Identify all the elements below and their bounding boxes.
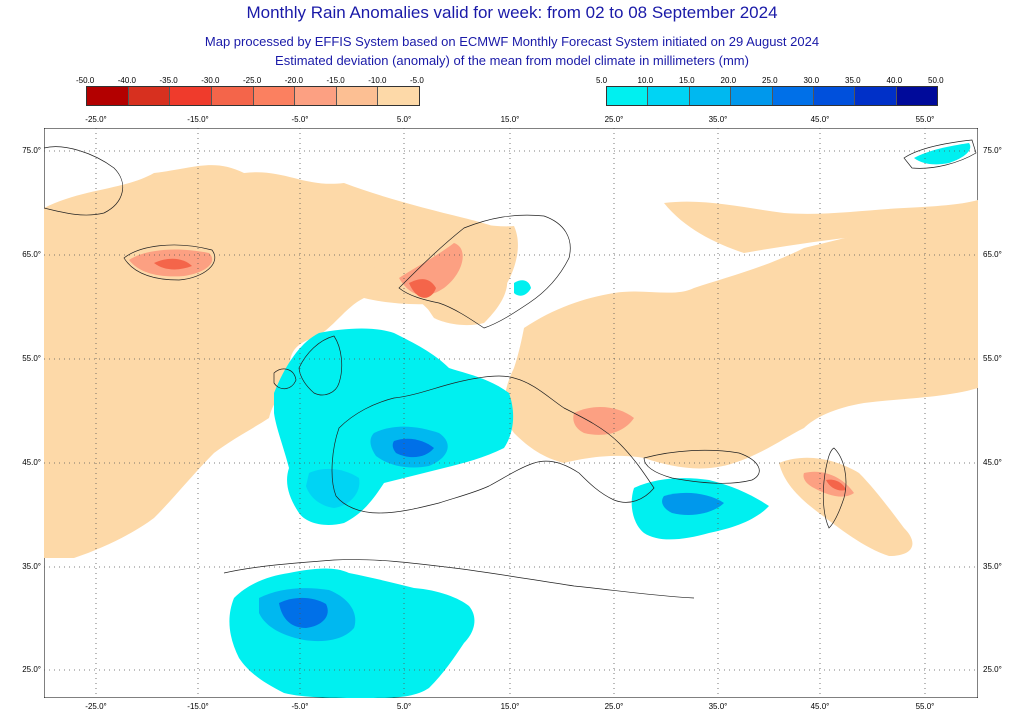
bottom-longitude-label: 35.0°	[708, 702, 728, 711]
balkans-moderate-dry	[573, 406, 634, 435]
negative-colorbar-tick-label: -10.0	[368, 76, 387, 85]
positive-colorbar-swatch	[731, 87, 773, 105]
negative-colorbar-swatch	[378, 87, 419, 105]
alps-wet-strong	[392, 438, 434, 458]
positive-colorbar-swatch	[648, 87, 690, 105]
east-europe-dry-area	[504, 218, 978, 469]
top-longitude-label: 25.0°	[604, 115, 624, 124]
right-latitude-label: 45.0°	[983, 458, 1002, 467]
bottom-longitude-label: 25.0°	[604, 702, 624, 711]
negative-colorbar-swatch	[170, 87, 212, 105]
positive-colorbar-swatch	[689, 87, 732, 105]
svalbard-coast	[903, 139, 977, 169]
negative-colorbar-tick-label: -25.0	[243, 76, 262, 85]
bottom-longitude-label: 55.0°	[915, 702, 935, 711]
positive-colorbar-swatch	[607, 87, 649, 105]
positive-colorbar-tick-label: 40.0	[886, 76, 903, 85]
bottom-longitude-label: -25.0°	[85, 702, 107, 711]
bottom-longitude-label: 45.0°	[810, 702, 830, 711]
iceland-coast	[123, 244, 216, 281]
top-longitude-label: -15.0°	[187, 115, 209, 124]
negative-colorbar-tick-label: -5.0	[410, 76, 424, 85]
svalbard-wet	[914, 143, 971, 165]
bottom-longitude-label: -15.0°	[187, 702, 209, 711]
caspian-coast	[822, 447, 847, 529]
negative-colorbar-tick-label: -20.0	[284, 76, 303, 85]
positive-colorbar-tick-label: 15.0	[679, 76, 695, 85]
positive-colorbar-swatch	[896, 87, 937, 105]
top-longitude-label: 45.0°	[810, 115, 830, 124]
iberia-wet	[306, 468, 360, 508]
top-longitude-label: 35.0°	[708, 115, 728, 124]
ireland-coast	[273, 368, 297, 389]
scandinavia-coast	[398, 214, 571, 329]
mainland-europe-coast	[331, 375, 655, 514]
map-title: Monthly Rain Anomalies valid for week: f…	[246, 3, 778, 22]
negative-colorbar-tick-label: -30.0	[201, 76, 220, 85]
right-latitude-label: 55.0°	[983, 354, 1002, 363]
graticule-grid	[44, 128, 978, 698]
negative-anomaly-colorbar	[86, 86, 420, 106]
positive-colorbar-swatch	[813, 87, 856, 105]
left-latitude-label: 45.0°	[22, 458, 41, 467]
map-subtitle-units: Estimated deviation (anomaly) of the mea…	[275, 53, 749, 68]
negative-colorbar-tick-label: -35.0	[159, 76, 178, 85]
positive-colorbar-tick-label: 50.0	[928, 76, 944, 85]
negative-colorbar-swatch	[211, 87, 254, 105]
left-latitude-label: 75.0°	[22, 146, 41, 155]
top-longitude-label: 5.0°	[396, 115, 412, 124]
left-latitude-label: 65.0°	[22, 250, 41, 259]
negative-colorbar-tick-label: -50.0	[76, 76, 95, 85]
positive-colorbar-tick-label: 35.0	[845, 76, 861, 85]
bottom-longitude-label: 15.0°	[500, 702, 520, 711]
positive-colorbar-swatch	[772, 87, 814, 105]
positive-colorbar-tick-label: 5.0	[596, 76, 608, 85]
wet-anomaly-areas	[229, 143, 971, 698]
right-latitude-label: 75.0°	[983, 146, 1002, 155]
positive-anomaly-colorbar	[606, 86, 938, 106]
norway-strong-dry	[409, 279, 436, 298]
top-longitude-label: 15.0°	[500, 115, 520, 124]
iceland-strong-dry	[154, 258, 192, 270]
bottom-longitude-label: -5.0°	[291, 702, 309, 711]
top-longitude-label: -25.0°	[85, 115, 107, 124]
dry-anomaly-areas	[44, 165, 978, 558]
negative-colorbar-swatch	[128, 87, 171, 105]
positive-colorbar-tick-label: 25.0	[762, 76, 778, 85]
negative-colorbar-tick-label: -40.0	[117, 76, 136, 85]
coastlines	[44, 139, 977, 599]
map-subtitle-processing: Map processed by EFFIS System based on E…	[204, 34, 820, 49]
negative-colorbar-swatch	[253, 87, 296, 105]
black-sea-coast	[643, 449, 760, 484]
britain-coast	[298, 335, 343, 396]
north-africa-wet-core	[279, 597, 328, 628]
negative-colorbar-swatch	[295, 87, 337, 105]
negative-colorbar-tick-label: -15.0	[326, 76, 345, 85]
positive-colorbar-tick-label: 10.0	[637, 76, 654, 85]
right-latitude-label: 25.0°	[983, 665, 1002, 674]
negative-colorbar-swatch	[87, 87, 129, 105]
bottom-longitude-label: 5.0°	[396, 702, 412, 711]
north-africa-coast	[223, 559, 695, 599]
top-longitude-label: 55.0°	[915, 115, 935, 124]
positive-colorbar-swatch	[855, 87, 897, 105]
baltic-wet	[514, 280, 531, 296]
greenland-coast	[44, 146, 123, 216]
turkey-wet-core	[662, 492, 724, 515]
arctic-russia-dry	[664, 200, 978, 253]
left-latitude-label: 55.0°	[22, 354, 41, 363]
rain-anomaly-map	[44, 128, 978, 698]
positive-colorbar-tick-label: 30.0	[803, 76, 820, 85]
top-longitude-label: -5.0°	[291, 115, 309, 124]
right-latitude-label: 35.0°	[983, 562, 1002, 571]
negative-colorbar-swatch	[336, 87, 379, 105]
positive-colorbar-tick-label: 20.0	[720, 76, 737, 85]
left-latitude-label: 25.0°	[22, 665, 41, 674]
left-latitude-label: 35.0°	[22, 562, 41, 571]
caucasus-strong-dry	[826, 479, 846, 491]
right-latitude-label: 65.0°	[983, 250, 1002, 259]
